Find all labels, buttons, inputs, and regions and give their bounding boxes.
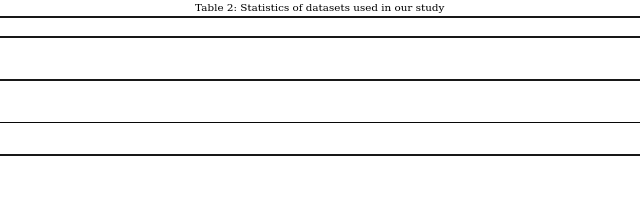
Text: Table 2: Statistics of datasets used in our study: Table 2: Statistics of datasets used in …: [195, 4, 445, 13]
